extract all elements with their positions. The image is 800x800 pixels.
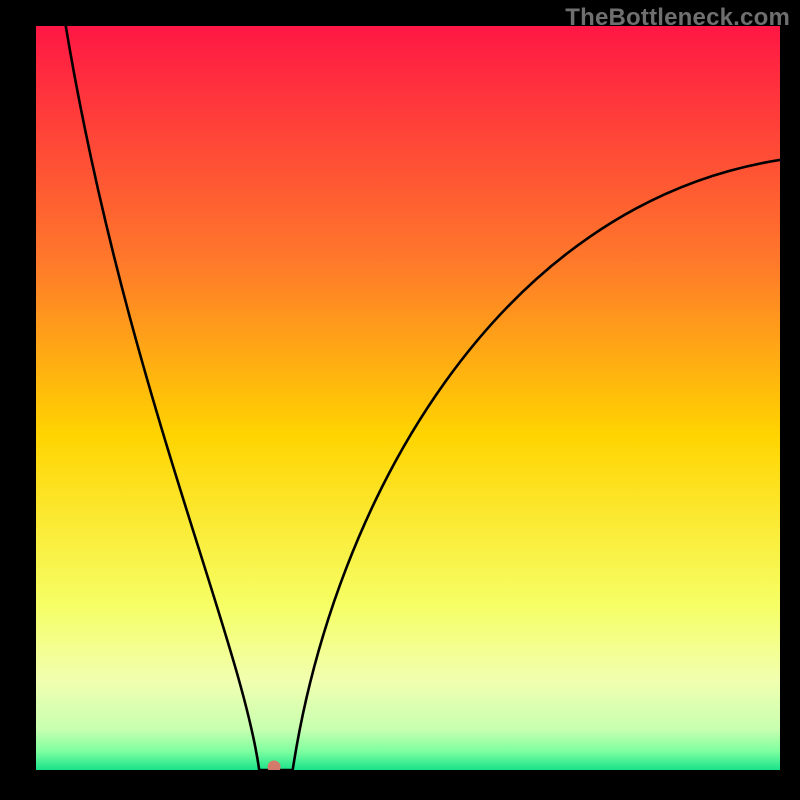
plot-area: [36, 26, 780, 770]
chart-frame: TheBottleneck.com: [0, 0, 800, 800]
plot-svg: [36, 26, 780, 770]
plot-background: [36, 26, 780, 770]
